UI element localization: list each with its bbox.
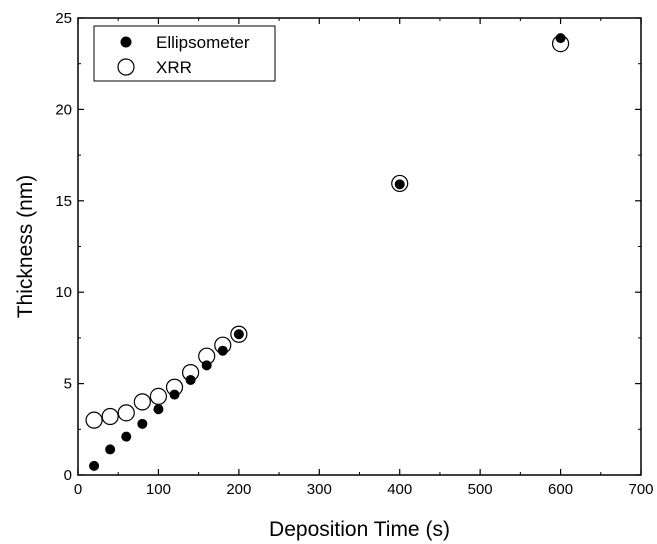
legend-xrr-marker [117, 58, 135, 76]
x-tick-label: 600 [548, 481, 573, 498]
ellipsometer-point [105, 444, 116, 455]
ellipsometer-point [201, 360, 212, 371]
y-tick-label: 5 [64, 376, 72, 393]
ellipsometer-point [153, 404, 164, 415]
ellipsometer-point [217, 345, 228, 356]
y-tick-label: 25 [55, 10, 72, 27]
x-axis-title: Deposition Time (s) [269, 518, 450, 541]
xrr-point [133, 393, 151, 411]
ellipsometer-point [394, 179, 405, 190]
ellipsometer-point [121, 431, 132, 442]
tick-labels: 0 100 200 300 400 500 600 700 0 5 10 15 20 25 [55, 10, 653, 498]
data-marks [85, 33, 570, 471]
legend-xrr-label: XRR [156, 58, 192, 77]
x-tick-label: 400 [387, 481, 412, 498]
xrr-point [117, 404, 135, 422]
ellipsometer-point [185, 374, 196, 385]
ellipsometer-point [89, 460, 100, 471]
x-tick-label: 100 [146, 481, 171, 498]
xrr-point [149, 387, 168, 405]
legend-ellipsometer-label: Ellipsometer [156, 33, 250, 52]
ellipsometer-point [169, 389, 180, 400]
y-axis-title: Thickness (nm) [14, 175, 37, 319]
ellipsometer-point [555, 33, 566, 44]
y-tick-label: 0 [64, 467, 72, 484]
ellipsometer-point [137, 418, 148, 429]
ellipsometer-point [233, 329, 244, 340]
x-tick-label: 700 [628, 481, 653, 498]
y-tick-label: 15 [55, 193, 72, 210]
x-tick-label: 200 [226, 481, 251, 498]
xrr-point [85, 411, 103, 429]
y-tick-label: 10 [55, 284, 72, 301]
axis-ticks [77, 17, 642, 476]
legend-ellipsometer-marker [120, 36, 132, 48]
x-tick-label: 0 [74, 481, 82, 498]
x-tick-label: 300 [307, 481, 332, 498]
x-tick-label: 500 [468, 481, 493, 498]
y-tick-label: 20 [55, 101, 72, 118]
xrr-point [101, 407, 119, 426]
legend: Ellipsometer XRR [93, 25, 276, 82]
